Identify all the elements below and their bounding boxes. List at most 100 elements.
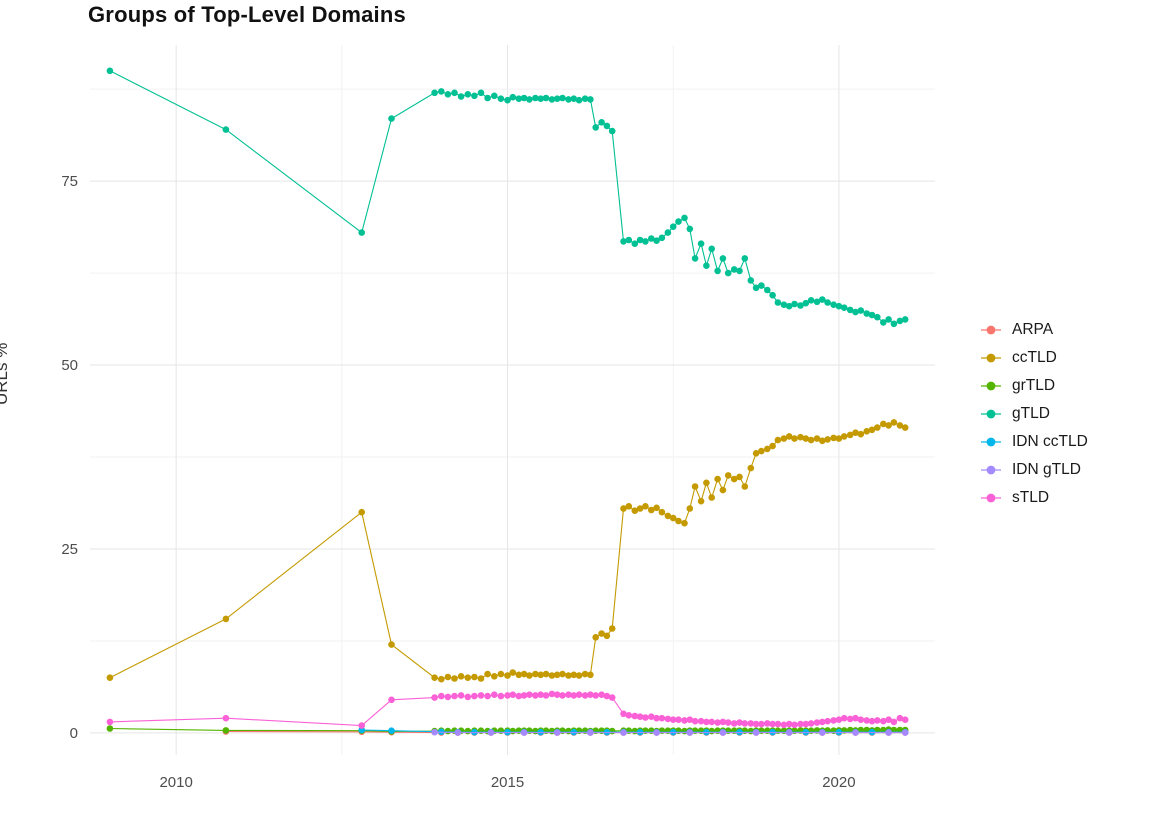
series-point-stld [724,719,732,726]
series-point-cctld [542,670,550,678]
series-point-gtld [484,94,491,102]
series-point-stld [874,717,881,724]
series-point-gtld [526,96,533,103]
series-point-gtld [797,302,804,309]
series-point-cctld [388,641,395,648]
x-tick-label: 2010 [159,774,192,791]
series-point-stld [764,720,771,727]
legend-item-label: IDN ccTLD [1012,432,1088,450]
series-point-gtld [570,95,578,102]
series-point-gtld [620,238,627,245]
series-point-gtld [532,94,539,102]
series-point-cctld [570,671,578,679]
series-point-cctld [813,435,821,442]
series-point-gtld [625,236,633,244]
series-point-stld [824,717,831,725]
series-point-stld [222,714,230,722]
series-point-gtld [802,299,810,307]
series-point-gtld [491,92,498,100]
series-point-gtld [653,237,660,244]
x-tick-label: 2015 [491,774,524,791]
series-point-stld [542,692,550,699]
series-point-gtld [581,95,589,102]
series-point-idn-gtld [852,729,859,736]
series-point-cctld [581,670,589,678]
series-point-stld [431,694,438,701]
series-point-cctld [697,497,705,505]
series-point-stld [880,717,887,725]
series-point-idn-gtld [785,729,793,736]
series-point-gtld [724,269,732,277]
series-point-gtld [575,96,583,104]
series-point-gtld [901,316,909,323]
series-point-stld [703,718,710,726]
series-point-stld [797,720,804,728]
series-point-gtld [664,229,672,236]
series-point-stld [785,720,793,728]
series-point-stld [658,714,666,722]
series-point-cctld [520,670,528,678]
series-point-cctld [598,630,605,637]
series-point-cctld [714,475,721,483]
series-point-stld [515,692,523,700]
series-point-gtld [714,267,721,275]
series-point-stld [587,691,594,698]
series-point-gtld [471,92,478,100]
series-point-cctld [681,519,688,527]
series-point-stld [526,691,533,698]
series-point-stld [457,692,465,699]
series-point-stld [648,713,655,720]
series-point-cctld [222,615,230,623]
series-point-stld [438,692,445,700]
series-point-stld [575,691,583,698]
series-point-gtld [747,277,755,284]
series-point-gtld [537,95,544,102]
series-point-gtld [669,223,677,230]
series-point-gtld [592,124,599,131]
series-point-cctld [648,506,655,514]
series-point-gtld [807,297,815,304]
legend-item-stld: sTLD [978,488,1088,507]
series-point-cctld [565,672,572,679]
legend-item-idn-cctld: IDN ccTLD [978,432,1088,451]
series-point-stld [752,720,760,728]
series-point-idn-gtld [901,729,909,736]
series-point-gtld [648,235,655,242]
series-point-stld [559,692,566,699]
series-point-stld [608,694,616,701]
series-point-stld [830,717,837,724]
series-point-idn-gtld [819,729,826,736]
series-point-stld [901,716,909,723]
series-point-gtld [457,93,465,100]
series-point-cctld [504,672,511,679]
series-point-stld [537,691,544,698]
series-point-stld [570,692,578,699]
series-point-gtld [509,93,517,101]
legend-key-icon [981,437,1001,446]
series-point-gtld [464,91,472,98]
legend-item-arpa: ARPA [978,320,1088,339]
series-point-stld [388,696,395,704]
series-point-stld [840,714,848,722]
series-point-cctld [636,505,644,512]
series-point-gtld [542,94,550,102]
series-point-cctld [537,671,544,679]
series-point-cctld [515,671,523,679]
series-point-gtld [758,282,765,289]
series-point-cctld [830,434,837,442]
series-point-idn-gtld [587,729,594,736]
series-point-gtld [730,266,738,273]
series-point-stld [553,691,561,698]
series-point-gtld [752,284,760,292]
series-point-gtld [813,298,821,306]
series-point-gtld [388,115,395,122]
series-point-gtld [451,89,458,97]
series-point-cctld [477,675,485,682]
series-point-stld [857,716,865,723]
series-point-cctld [620,505,627,512]
series-point-stld [730,720,738,727]
series-point-gtld [764,286,771,294]
series-point-cctld [835,435,843,442]
series-point-gtld [774,299,782,306]
